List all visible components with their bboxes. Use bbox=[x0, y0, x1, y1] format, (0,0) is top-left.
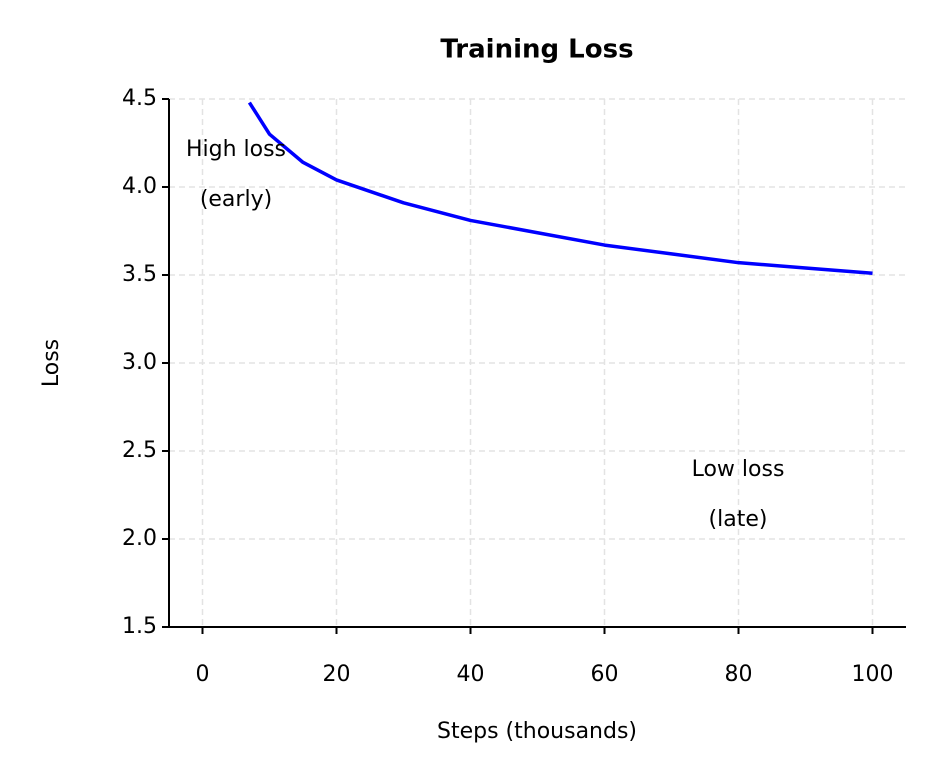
y-tick-label: 3.0 bbox=[122, 350, 157, 375]
x-tick-label: 20 bbox=[323, 662, 351, 687]
chart-title: Training Loss bbox=[440, 35, 633, 65]
x-tick-label: 80 bbox=[725, 662, 753, 687]
annotation: High loss bbox=[186, 137, 286, 162]
x-tick-label: 100 bbox=[852, 662, 894, 687]
y-tick-label: 3.5 bbox=[122, 262, 157, 287]
annotation: Low loss bbox=[692, 457, 785, 482]
line bbox=[247, 101, 873, 275]
y-tick-label: 4.5 bbox=[122, 86, 157, 111]
annotation: (late) bbox=[709, 507, 768, 532]
x-tick-label: 0 bbox=[196, 662, 210, 687]
annotation: (early) bbox=[200, 187, 272, 212]
y-tick-label: 4.0 bbox=[122, 174, 157, 199]
y-axis-label: Loss bbox=[39, 339, 64, 387]
y-tick-label: 2.0 bbox=[122, 526, 157, 551]
x-tick-label: 40 bbox=[457, 662, 485, 687]
y-tick-label: 1.5 bbox=[122, 614, 157, 639]
y-tick-label: 2.5 bbox=[122, 438, 157, 463]
x-tick-label: 60 bbox=[591, 662, 619, 687]
x-axis-label: Steps (thousands) bbox=[437, 719, 637, 744]
